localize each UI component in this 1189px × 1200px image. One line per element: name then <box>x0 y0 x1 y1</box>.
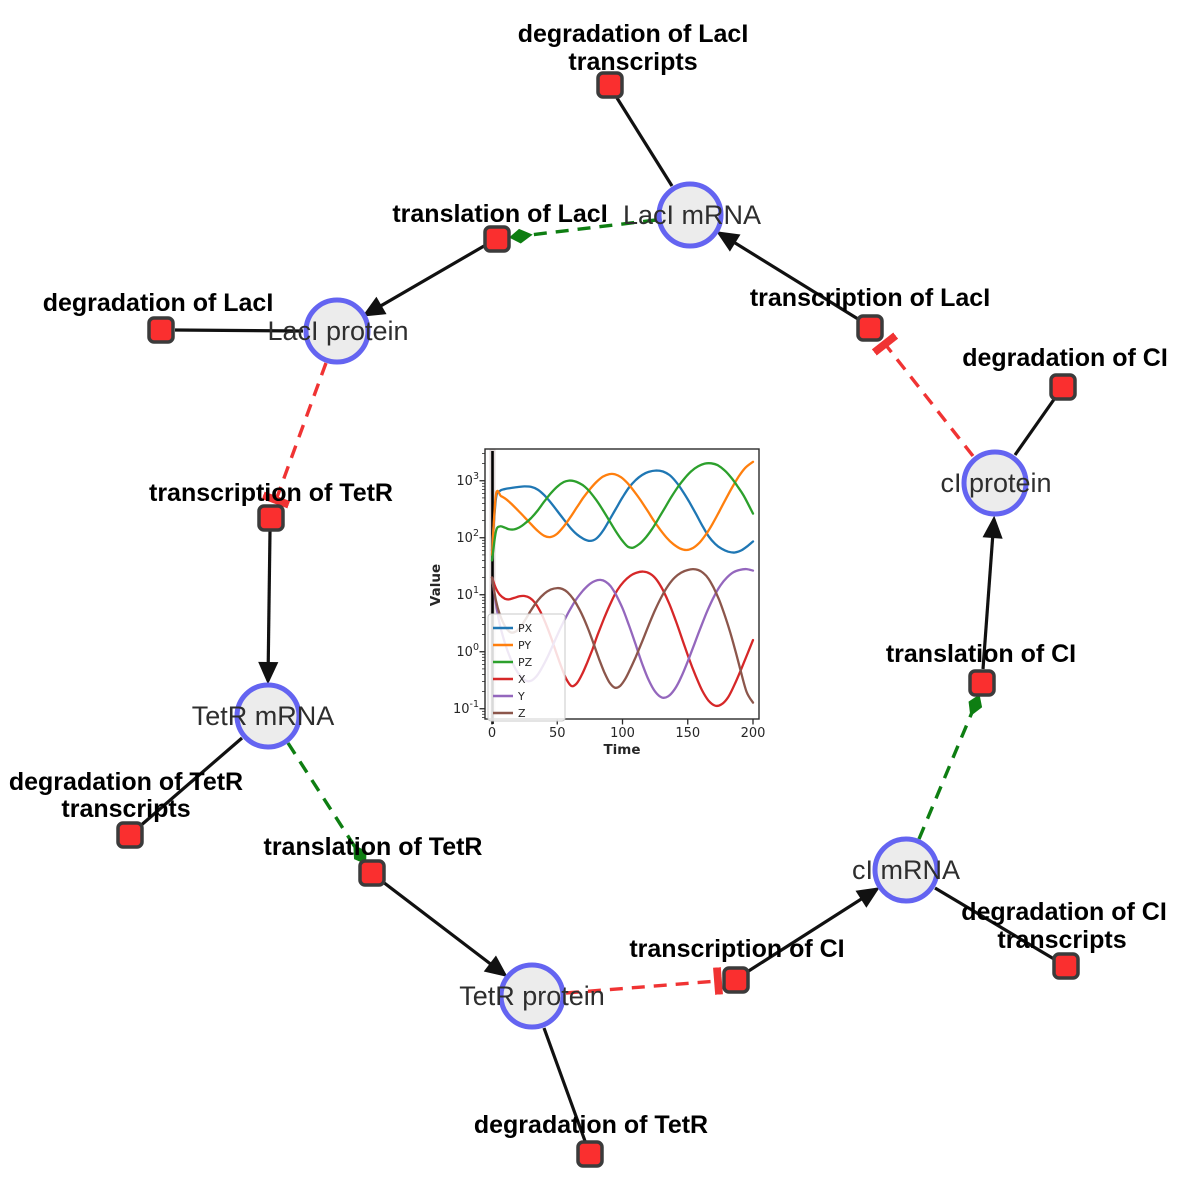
series-line-X <box>490 570 755 708</box>
node-tetr-mrna <box>234 682 302 750</box>
edge-ci-mrna-degradation-transcripts <box>934 886 1055 961</box>
series-line-PY <box>490 460 755 557</box>
legend-label-PX: PX <box>518 622 533 635</box>
edge-ci-mrna-activates-translation <box>917 694 983 840</box>
legend-label-PZ: PZ <box>518 656 533 669</box>
series-line-Z <box>490 567 755 704</box>
y-tick-label: 103 <box>456 471 479 489</box>
reaction-nodes <box>116 71 1080 1168</box>
edge-laci-protein-degradation <box>174 328 304 333</box>
reaction-transcription-tetr <box>257 504 285 532</box>
label-degradation-laci-transcripts-1: degradation of LacI <box>518 20 749 48</box>
reaction-degradation-ci-transcripts <box>1052 952 1080 980</box>
legend-box <box>487 613 566 722</box>
node-laci-protein <box>303 297 371 365</box>
x-axis-title: Time <box>603 742 640 758</box>
x-tick-label: 0 <box>488 726 496 741</box>
node-ci-mrna <box>872 836 940 904</box>
label-degradation-laci-transcripts-2: transcripts <box>568 48 697 76</box>
edge-translation-laci-to-laci-protein <box>362 244 485 317</box>
reaction-transcription-laci <box>856 314 884 342</box>
node-ci-protein <box>961 449 1029 517</box>
reaction-translation-laci <box>483 225 511 253</box>
reaction-transcription-ci <box>722 966 750 994</box>
series-group <box>490 460 755 708</box>
series-line-PZ <box>490 462 755 562</box>
node-tetr-protein <box>498 962 566 1030</box>
label-degradation-tetr-transcripts-1: degradation of TetR <box>9 768 243 796</box>
label-translation-laci: translation of LacI <box>392 200 607 228</box>
label-ci-protein: cI protein <box>940 468 1051 498</box>
edge-laci-protein-inhibits-transcription-tetr <box>261 362 328 509</box>
reaction-degradation-laci <box>147 316 175 344</box>
edge-transcription-tetr-to-tetr-mrna <box>258 530 279 685</box>
edge-tetr-protein-degradation <box>542 1027 587 1142</box>
label-tetr-mrna: TetR mRNA <box>192 701 335 731</box>
reaction-translation-ci <box>968 669 996 697</box>
edge-translation-ci-to-ci-protein <box>981 515 1003 670</box>
y-tick-label: 10-1 <box>453 699 479 717</box>
x-tick-label: 150 <box>675 726 700 741</box>
reaction-degradation-ci <box>1049 373 1077 401</box>
labels: degradation of LacI transcripts translat… <box>9 20 1168 1139</box>
label-translation-ci: translation of CI <box>886 640 1076 668</box>
edge-ci-protein-inhibits-transcription-laci <box>871 332 975 458</box>
edge-laci-mrna-degradation-transcripts <box>615 97 674 187</box>
label-laci-mrna: LacI mRNA <box>623 200 761 230</box>
x-tick-label: 200 <box>741 726 766 741</box>
label-transcription-tetr: transcription of TetR <box>149 479 393 507</box>
label-ci-mrna: cI mRNA <box>852 855 960 885</box>
x-tick-label: 100 <box>610 726 635 741</box>
reaction-degradation-laci-transcripts <box>596 71 624 99</box>
label-laci-protein: LacI protein <box>267 316 408 346</box>
edge-tetr-protein-inhibits-transcription-ci <box>565 967 723 995</box>
label-degradation-tetr-transcripts-2: transcripts <box>61 795 190 823</box>
label-degradation-tetr: degradation of TetR <box>474 1111 708 1139</box>
species-nodes <box>234 181 1029 1030</box>
reaction-translation-tetr <box>358 859 386 887</box>
legend-label-Y: Y <box>517 690 525 703</box>
y-axis-title: Value <box>428 564 444 606</box>
node-laci-mrna <box>656 181 724 249</box>
timecourse-inset-chart: 0 50 100 150 200 10-1 100 101 102 103 Time Value PX P… <box>428 448 766 758</box>
label-tetr-protein: TetR protein <box>459 981 605 1011</box>
edges <box>137 97 1057 1142</box>
chart-content: 0 50 100 150 200 10-1 100 101 102 103 Time Value PX P… <box>428 448 766 758</box>
x-tick-label: 50 <box>549 726 566 741</box>
reaction-degradation-tetr <box>576 1140 604 1168</box>
legend-label-Z: Z <box>518 707 526 720</box>
label-degradation-ci-transcripts-1: degradation of CI <box>961 898 1167 926</box>
edge-transcription-laci-to-laci-mrna <box>716 231 859 321</box>
edge-laci-mrna-activates-translation <box>509 218 657 244</box>
legend-label-X: X <box>518 673 526 686</box>
label-degradation-ci-transcripts-2: transcripts <box>997 926 1126 954</box>
series-line-PX <box>490 469 755 554</box>
reaction-degradation-tetr-transcripts <box>116 821 144 849</box>
label-translation-tetr: translation of TetR <box>264 833 483 861</box>
edge-ci-protein-degradation <box>1013 397 1057 456</box>
label-degradation-ci: degradation of CI <box>962 344 1168 372</box>
edge-transcription-ci-to-ci-mrna <box>746 887 880 974</box>
y-tick-label: 102 <box>456 528 479 546</box>
y-tick-label: 100 <box>456 642 479 660</box>
legend-label-PY: PY <box>518 639 531 652</box>
label-transcription-ci: transcription of CI <box>629 935 844 963</box>
label-degradation-laci: degradation of LacI <box>43 289 274 317</box>
edge-tetr-mrna-activates-translation <box>286 742 367 865</box>
edge-tetr-mrna-degradation-transcripts <box>137 736 244 829</box>
y-tick-label: 101 <box>456 585 479 603</box>
edge-translation-tetr-to-tetr-protein <box>382 880 508 978</box>
label-transcription-laci: transcription of LacI <box>750 284 990 312</box>
